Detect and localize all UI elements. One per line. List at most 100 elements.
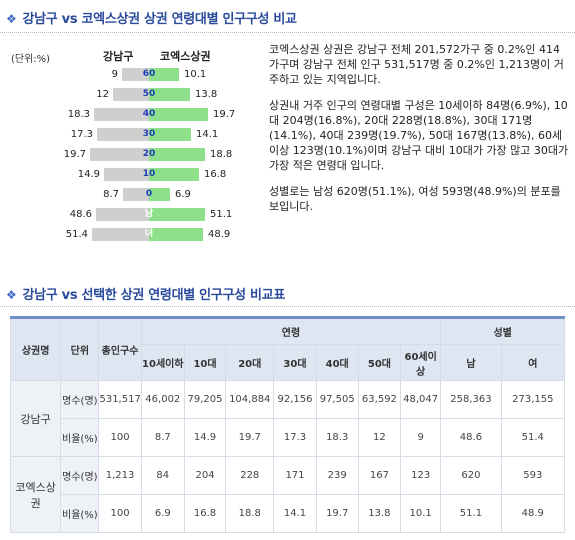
age-label: 30 <box>142 129 156 139</box>
header-unit: 단위 <box>60 316 100 381</box>
value-cell: 258,363 <box>440 380 502 419</box>
bar-coex <box>149 208 205 221</box>
value-cell: 13.8 <box>357 494 402 533</box>
value-gangnam: 51.4 <box>65 229 88 240</box>
value-cell: 171 <box>273 456 317 495</box>
value-gangnam: 14.9 <box>77 169 100 180</box>
table-row: 강남구 명수(명) 531,517 46,002 79,205 104,884 92,156… <box>9 380 566 457</box>
header-age: 40대 <box>315 344 359 381</box>
value-gangnam: 12 <box>96 89 109 100</box>
age-label: 녀 <box>144 229 154 239</box>
age-label: 60 <box>142 69 156 79</box>
section-title-text: 강남구 vs 코엑스상권 상권 연령대별 인구구성 비교 <box>22 12 297 27</box>
unit-cell: 비율(%) <box>60 494 100 533</box>
value-cell: 531,517 <box>98 380 142 419</box>
header-age-group: 연령 <box>140 316 442 345</box>
value-coex: 51.1 <box>210 209 233 220</box>
value-coex: 18.8 <box>210 149 233 160</box>
age-label: 40 <box>142 109 156 119</box>
value-cell: 123 <box>400 456 442 495</box>
table-row: 비율(%) 100 8.7 14.9 19.7 17.3 18.3 12 9 48.6 51.4 <box>11 418 566 457</box>
description-households: 코엑스상권 상권은 강남구 전체 201,572가구 중 0.2%인 414가구… <box>269 43 564 87</box>
age-label: 20 <box>142 149 156 159</box>
pyramid-right-header: 코엑스상권 <box>160 50 211 63</box>
value-cell: 63,592 <box>357 380 402 419</box>
value-gangnam: 48.6 <box>69 209 92 220</box>
value-coex: 48.9 <box>208 229 231 240</box>
section-title-comparison-table: ❖ 강남구 vs 선택한 상권 연령대별 인구구성 비교표 <box>6 284 285 303</box>
pyramid-left-header: 강남구 <box>103 50 134 63</box>
value-cell: 204 <box>183 456 227 495</box>
value-cell: 19.7 <box>225 418 275 457</box>
bar-gangnam <box>113 88 149 101</box>
age-label: 남 <box>144 209 154 219</box>
value-cell: 10.1 <box>400 494 442 533</box>
pyramid-row: 20 19.7 18.8 <box>0 146 262 162</box>
description-gender: 성별로는 남성 620명(51.1%), 여성 593명(48.9%)의 분포를… <box>269 184 561 213</box>
age-label: 0 <box>145 189 153 199</box>
bar-gangnam <box>92 228 149 241</box>
pyramid-row: 50 12 13.8 <box>0 86 262 102</box>
pyramid-row: 0 8.7 6.9 <box>0 186 262 202</box>
area-description: 코엑스상권 상권은 강남구 전체 201,572가구 중 0.2%인 414가구… <box>269 42 569 224</box>
value-cell: 51.1 <box>440 494 502 533</box>
bar-coex <box>149 228 203 241</box>
value-coex: 13.8 <box>195 89 218 100</box>
value-cell: 17.3 <box>273 418 317 457</box>
value-cell: 14.1 <box>273 494 317 533</box>
value-coex: 16.8 <box>204 169 227 180</box>
unit-cell: 명수(명) <box>60 380 100 419</box>
pyramid-row: 10 14.9 16.8 <box>0 166 262 182</box>
bar-coex <box>149 188 170 201</box>
value-cell: 8.7 <box>140 418 185 457</box>
value-gangnam: 18.3 <box>67 109 90 120</box>
age-pyramid-chart: (단위:%) 강남구 코엑스상권 60 9 10.1 50 12 13.8 40 18.3 19… <box>0 40 262 250</box>
header-age: 10세이하 <box>140 344 185 381</box>
value-coex: 14.1 <box>196 129 219 140</box>
header-age: 30대 <box>273 344 317 381</box>
value-gangnam: 9 <box>111 69 118 80</box>
section-title-text: 강남구 vs 선택한 상권 연령대별 인구구성 비교표 <box>22 288 285 303</box>
bar-coex <box>149 168 199 181</box>
header-age: 10대 <box>183 344 227 381</box>
value-cell: 51.4 <box>500 418 566 457</box>
unit-cell: 명수(명) <box>60 456 100 495</box>
value-cell: 46,002 <box>140 380 185 419</box>
age-label: 50 <box>142 89 156 99</box>
value-cell: 14.9 <box>183 418 227 457</box>
pyramid-row: 남 48.6 51.1 <box>0 206 262 222</box>
pyramid-row: 60 9 10.1 <box>0 66 262 82</box>
value-cell: 48.6 <box>440 418 502 457</box>
header-total-population: 총인구수 <box>98 316 142 381</box>
bar-gangnam <box>94 108 149 121</box>
value-cell: 79,205 <box>183 380 227 419</box>
description-age-breakdown: 상권내 거주 인구의 연령대별 구성은 10세이하 84명(6.9%), 10대… <box>269 98 569 173</box>
pyramid-row: 30 17.3 14.1 <box>0 126 262 142</box>
bar-gangnam <box>90 148 149 161</box>
value-coex: 19.7 <box>213 109 236 120</box>
bar-gangnam <box>96 208 149 221</box>
pyramid-row: 녀 51.4 48.9 <box>0 226 262 242</box>
value-cell: 593 <box>500 456 566 495</box>
population-comparison-table: 상권명 단위 총인구수 연령 성별 10세이하 10대 20대 30대 40대 50대 60… <box>9 316 566 533</box>
value-gangnam: 17.3 <box>70 129 93 140</box>
age-label: 10 <box>142 169 156 179</box>
section-divider <box>0 306 575 307</box>
bar-coex <box>149 148 205 161</box>
value-cell: 16.8 <box>183 494 227 533</box>
value-cell: 104,884 <box>225 380 275 419</box>
value-cell: 19.7 <box>315 494 359 533</box>
value-cell: 48,047 <box>400 380 442 419</box>
header-gender-group: 성별 <box>440 316 565 345</box>
bar-coex <box>149 88 190 101</box>
region-name-cell: 코엑스상권 <box>9 456 62 533</box>
bar-gangnam <box>122 68 149 81</box>
header-region-name: 상권명 <box>9 316 62 381</box>
value-cell: 273,155 <box>500 380 566 419</box>
value-gangnam: 19.7 <box>63 149 86 160</box>
value-cell: 620 <box>440 456 502 495</box>
header-age: 20대 <box>225 344 275 381</box>
value-gangnam: 8.7 <box>103 189 119 200</box>
value-coex: 6.9 <box>175 189 191 200</box>
region-name-cell: 강남구 <box>9 380 62 457</box>
